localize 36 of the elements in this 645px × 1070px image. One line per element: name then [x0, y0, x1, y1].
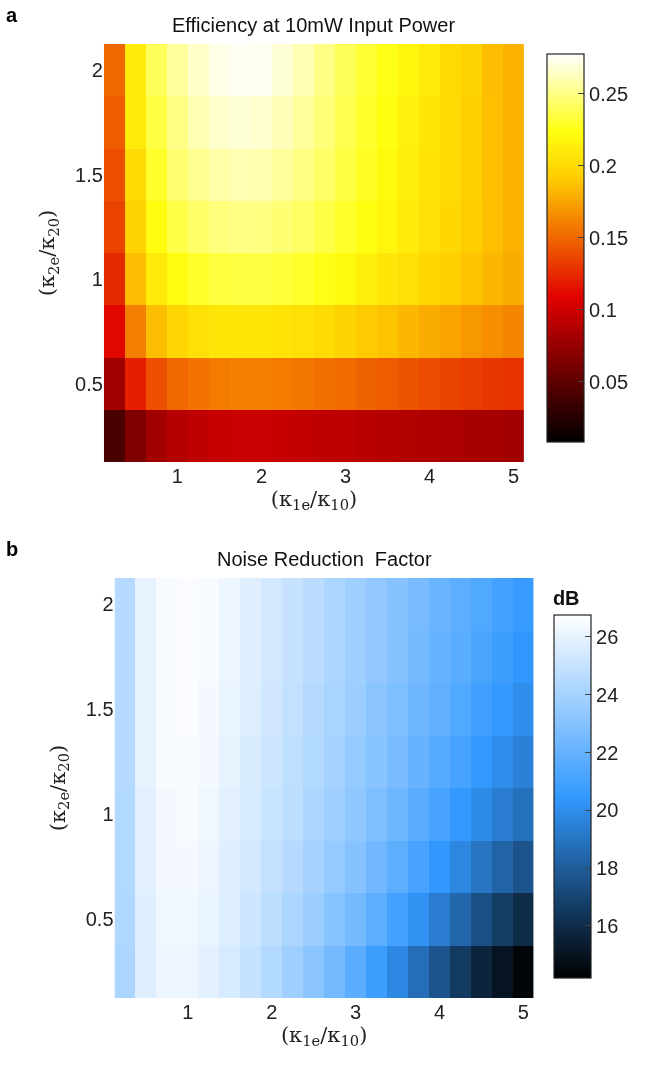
y-tick-label: 1	[102, 803, 114, 826]
color-bar-label: 0.05	[589, 370, 629, 393]
x-tick-label: 3	[339, 465, 352, 487]
color-bar-label: 22	[596, 741, 619, 764]
x-axis-title: (κ$_{1e}$/κ$_{10}$)	[270, 487, 358, 514]
y-tick-label: 1	[91, 268, 103, 291]
x-tick-label: 3	[350, 1001, 362, 1023]
color-bar-label: 0.25	[589, 82, 629, 105]
x-tick-label: 1	[182, 1001, 194, 1023]
y-tick-label: 1.5	[75, 163, 103, 186]
text: a	[6, 4, 18, 26]
y-tick-label: 2	[102, 593, 114, 616]
x-tick-label: 5	[508, 465, 520, 487]
color-bar-label: 20	[596, 799, 619, 822]
color-bar-label: 18	[596, 857, 619, 880]
x-tick-label: 2	[255, 465, 267, 487]
x-axis-title: (κ$_{1e}$/κ$_{10}$)	[280, 1023, 368, 1050]
x-tick-label: 5	[517, 1001, 529, 1023]
color-bar-label: 24	[596, 683, 619, 706]
y-tick-label: 0.5	[75, 372, 103, 395]
x-tick-label: 1	[171, 465, 183, 487]
x-tick-label: 4	[423, 465, 436, 487]
color-bar-label: 0.1	[589, 298, 617, 321]
y-tick-label: 1.5	[85, 698, 114, 721]
color-bar-label: 0.15	[589, 226, 629, 249]
color-bar-title: dB	[552, 587, 580, 610]
x-tick-label: 4	[433, 1001, 446, 1023]
color-bar-label: 0.2	[589, 154, 617, 177]
x-tick-label: 2	[266, 1001, 278, 1023]
color-bar-label: 26	[596, 625, 619, 648]
chart-title: Efficiency at 10mW Input Power	[172, 14, 456, 36]
text: b	[6, 538, 19, 560]
chart-title: Noise Reduction Factor	[217, 548, 432, 570]
y-tick-label: 0.5	[85, 908, 114, 931]
color-bar-label: 16	[596, 914, 619, 937]
y-tick-label: 2	[91, 59, 103, 82]
